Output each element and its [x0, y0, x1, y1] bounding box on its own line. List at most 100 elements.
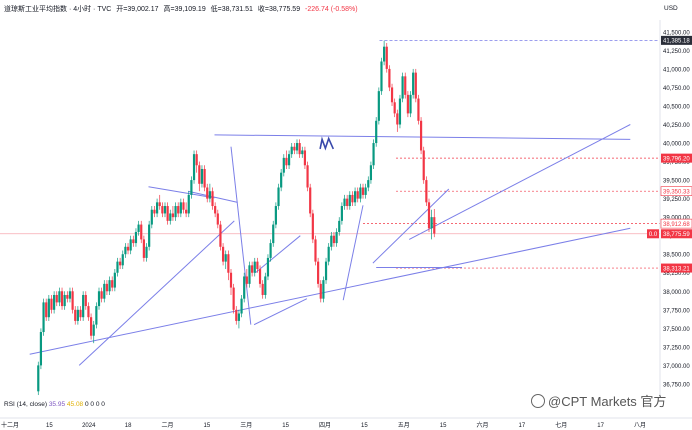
- candle: [161, 202, 164, 218]
- candle: [150, 206, 153, 229]
- price-label-text: 38,912.68: [663, 222, 690, 228]
- candle: [364, 183, 367, 199]
- change-value: -226.74 (-0.58%): [305, 6, 358, 13]
- candle: [211, 187, 214, 210]
- candle: [229, 269, 233, 295]
- candle: [237, 309, 241, 329]
- candle-body: [203, 168, 206, 188]
- candle-body: [208, 191, 211, 199]
- candle: [124, 243, 127, 258]
- candle-body: [367, 180, 370, 188]
- candle-body: [177, 206, 180, 214]
- rsi-indicator[interactable]: RSI (14, close) 35.95 45.08 0 0 0 0: [4, 401, 105, 408]
- trendline: [230, 146, 252, 325]
- y-tick-label: 37,000.00: [663, 364, 690, 370]
- x-tick-label: 六月: [476, 421, 488, 429]
- price-label-text: 38,775.59: [663, 232, 690, 238]
- candle: [185, 202, 188, 218]
- candle-body: [84, 294, 87, 307]
- candle-body: [45, 302, 48, 318]
- candle-body: [338, 220, 341, 232]
- candle-body: [92, 324, 95, 336]
- candle-body: [161, 206, 164, 214]
- candle-body: [327, 246, 330, 262]
- candle: [330, 231, 333, 251]
- candle: [396, 109, 399, 132]
- y-tick-label: 41,500.00: [663, 30, 690, 36]
- candle: [163, 202, 167, 218]
- candle: [97, 287, 101, 310]
- x-tick-label: 15: [46, 423, 53, 429]
- candle-body: [179, 202, 182, 214]
- candle: [190, 176, 193, 199]
- candle: [430, 209, 433, 240]
- price-label: 39,350.33: [660, 186, 692, 196]
- candle: [232, 283, 235, 314]
- candle-body: [330, 235, 333, 247]
- candle: [111, 276, 114, 292]
- last-badge-text: 0.0: [649, 232, 658, 238]
- candle: [155, 198, 159, 218]
- candle: [192, 150, 196, 184]
- candle: [335, 228, 338, 247]
- x-tick-label: 五月: [398, 422, 410, 429]
- candle: [95, 302, 98, 329]
- candle: [245, 269, 248, 288]
- candle-body: [148, 224, 151, 247]
- candle-body: [396, 113, 399, 125]
- candle: [119, 257, 122, 270]
- candle-body: [187, 194, 190, 214]
- candle-body: [221, 246, 225, 262]
- price-label: 41,385.18: [661, 35, 692, 45]
- y-tick-label: 40,500.00: [663, 104, 690, 110]
- candle-body: [58, 291, 61, 303]
- close-value: 收=38,775.59: [257, 6, 301, 13]
- candle-body: [74, 309, 77, 321]
- candle: [179, 198, 182, 218]
- candle: [103, 280, 106, 303]
- candle: [227, 250, 230, 281]
- candle-body: [150, 209, 153, 225]
- candle-body: [364, 187, 367, 195]
- candle-body: [298, 143, 301, 155]
- candle: [269, 239, 272, 262]
- candle: [340, 202, 343, 225]
- x-tick-label: 15: [440, 423, 447, 429]
- candle: [277, 183, 280, 210]
- price-label: 38,912.68: [660, 218, 692, 229]
- candle-body: [47, 298, 50, 318]
- candle: [256, 257, 259, 273]
- y-tick-label: 38,250.00: [663, 271, 690, 277]
- candle: [406, 91, 409, 118]
- candle: [290, 143, 293, 158]
- candle-body: [422, 150, 425, 181]
- x-tick-label: 八月: [634, 422, 646, 429]
- y-tick-label: 36,750.00: [663, 382, 690, 388]
- candle: [113, 269, 116, 292]
- candle-body: [272, 224, 275, 244]
- candle: [169, 209, 172, 225]
- candle: [171, 206, 175, 221]
- y-tick-label: 37,750.00: [663, 308, 690, 314]
- candle: [367, 176, 370, 192]
- candle-body: [53, 294, 56, 310]
- candle-body: [124, 246, 127, 255]
- candle-body: [37, 365, 40, 392]
- candle-body: [390, 87, 394, 103]
- candle: [324, 257, 328, 284]
- rsi-zeros: 0 0 0 0: [85, 401, 105, 408]
- candle: [60, 287, 64, 310]
- candle: [285, 150, 288, 169]
- candle-body: [137, 224, 140, 232]
- candle-body: [171, 213, 175, 218]
- x-tick-label: 七月: [555, 421, 567, 429]
- y-tick-label: 38,500.00: [663, 253, 690, 259]
- trendline: [255, 235, 301, 274]
- candle: [427, 198, 431, 232]
- candle-body: [82, 294, 85, 318]
- price-label-text: 41,385.18: [663, 39, 690, 45]
- candle: [132, 235, 135, 247]
- candle-body: [361, 187, 365, 195]
- candle-body: [200, 168, 204, 184]
